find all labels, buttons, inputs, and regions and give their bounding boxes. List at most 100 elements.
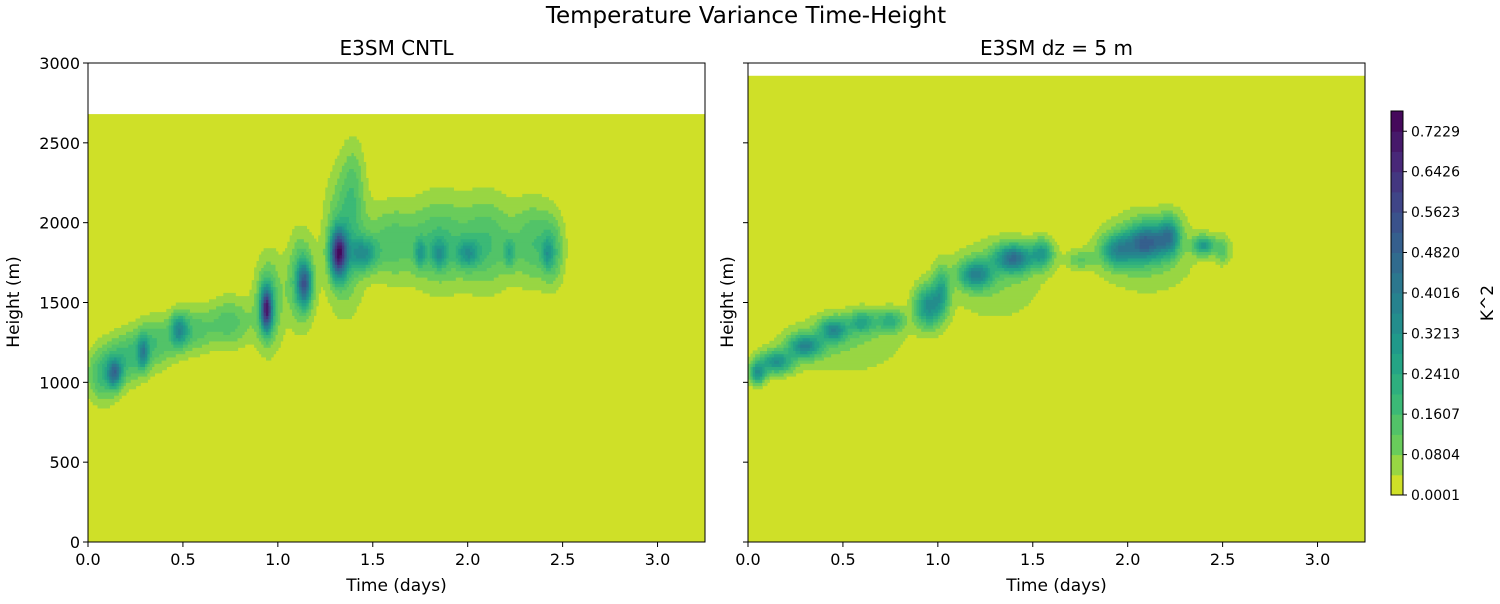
heatmap-cell	[145, 340, 148, 345]
heatmap-cell	[764, 372, 768, 377]
heatmap-cell	[947, 299, 951, 304]
heatmap-cell	[391, 270, 400, 275]
heatmap-cell	[1111, 251, 1117, 256]
heatmap-cell	[268, 289, 272, 294]
heatmap-cell	[553, 238, 557, 243]
heatmap-cell	[1023, 273, 1034, 278]
heatmap-cell	[349, 270, 355, 275]
heatmap-cell	[1163, 264, 1176, 268]
heatmap-cell	[1115, 238, 1119, 243]
heatmap-cell	[548, 219, 559, 224]
heatmap-cell	[130, 379, 148, 383]
heatmap-cell	[251, 305, 257, 310]
heatmap-cell	[147, 340, 151, 345]
heatmap-cell	[1160, 261, 1171, 265]
heatmap-cell	[417, 241, 424, 246]
heatmap-cell	[553, 280, 564, 284]
heatmap-cell	[945, 318, 953, 323]
heatmap-cell	[762, 382, 768, 387]
heatmap-cell	[926, 270, 934, 275]
heatmap-cell	[261, 296, 265, 300]
heatmap-cell	[555, 238, 559, 243]
heatmap-cell	[306, 283, 310, 288]
heatmap-cell	[268, 315, 272, 320]
heatmap-cell	[92, 353, 101, 358]
heatmap-cell	[398, 222, 419, 227]
heatmap-cell	[116, 369, 120, 374]
heatmap-cell	[460, 251, 466, 256]
heatmap-cell	[135, 337, 139, 342]
heatmap-cell	[349, 261, 369, 265]
heatmap-cell	[819, 321, 823, 326]
heatmap-cell	[294, 299, 298, 304]
heatmap-cell	[315, 292, 319, 297]
heatmap-cell	[809, 324, 818, 329]
heatmap-cell	[947, 305, 951, 310]
heatmap-cell	[1106, 248, 1110, 252]
heatmap-cell	[275, 324, 279, 329]
heatmap-cell	[911, 302, 915, 307]
heatmap-cell	[548, 209, 561, 214]
heatmap-cell	[308, 289, 312, 294]
heatmap-cell	[1070, 261, 1105, 265]
x-tick-label: 0.0	[735, 550, 760, 569]
heatmap-cell	[1016, 254, 1022, 259]
heatmap-cell	[254, 267, 262, 272]
x-axis-label: Time (days)	[1005, 576, 1106, 596]
heatmap-cell	[949, 299, 953, 304]
heatmap-cell	[109, 382, 113, 387]
heatmap-cell	[914, 302, 918, 307]
heatmap-cell	[315, 296, 319, 300]
heatmap-cell	[465, 270, 473, 275]
heatmap-cell	[942, 305, 946, 310]
heatmap-cell	[536, 235, 547, 240]
heatmap-cell	[921, 296, 925, 300]
heatmap-cell	[360, 165, 367, 169]
heatmap-cell	[866, 321, 872, 326]
heatmap-cell	[895, 328, 903, 332]
heatmap-cell	[358, 190, 364, 195]
heatmap-cell	[320, 232, 326, 236]
heatmap-cell	[945, 280, 948, 284]
heatmap-cell	[92, 366, 98, 371]
heatmap-cell	[308, 280, 312, 284]
heatmap-cell	[999, 245, 1005, 249]
heatmap-cell	[187, 324, 193, 329]
heatmap-cell	[961, 273, 965, 278]
heatmap-cell	[515, 213, 554, 217]
heatmap-cell	[92, 363, 98, 367]
heatmap-cell	[550, 264, 554, 268]
heatmap-cell	[123, 375, 127, 380]
heatmap-cell	[1104, 267, 1115, 272]
heatmap-cell	[911, 299, 915, 304]
heatmap-cell	[299, 261, 307, 265]
heatmap-cell	[313, 292, 317, 297]
heatmap-cell	[341, 235, 345, 240]
heatmap-cell	[387, 197, 549, 201]
heatmap-cell	[258, 328, 262, 332]
heatmap-cell	[840, 337, 846, 342]
heatmap-cell	[1104, 261, 1110, 265]
heatmap-cell	[249, 289, 258, 294]
heatmap-cell	[999, 289, 1039, 294]
heatmap-cell	[1009, 241, 1020, 246]
heatmap-cell	[973, 241, 993, 246]
heatmap-cell	[937, 308, 941, 313]
heatmap-cell	[261, 299, 265, 304]
heatmap-cell	[104, 372, 108, 377]
heatmap-cell	[750, 369, 754, 374]
heatmap-cell	[128, 321, 144, 326]
heatmap-cell	[415, 273, 500, 278]
heatmap-cell	[1096, 238, 1103, 243]
heatmap-cell	[1023, 264, 1027, 268]
heatmap-cell	[296, 299, 300, 304]
heatmap-cell	[921, 318, 927, 323]
heatmap-cell	[940, 292, 944, 297]
heatmap-cell	[557, 251, 561, 256]
heatmap-cell	[171, 305, 217, 310]
x-tick-label: 1.5	[1020, 550, 1045, 569]
heatmap-cell	[320, 229, 326, 233]
heatmap-cell	[296, 283, 300, 288]
heatmap-cell	[434, 257, 438, 262]
